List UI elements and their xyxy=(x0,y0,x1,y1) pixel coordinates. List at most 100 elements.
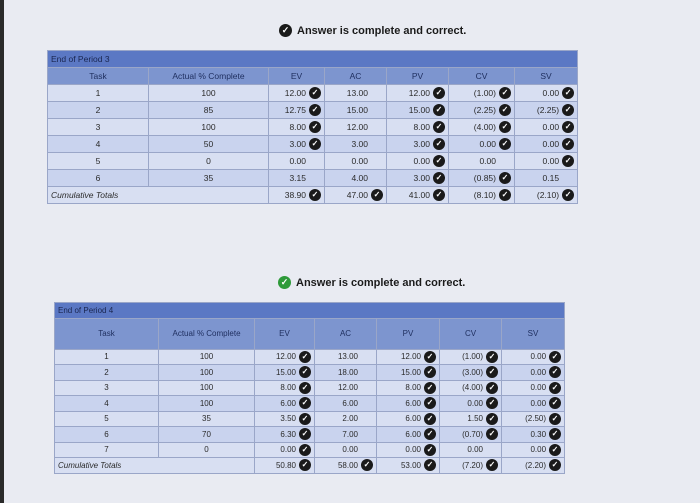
ev-cell: 0.00 xyxy=(268,152,325,170)
ev-cell-value: 8.00 xyxy=(289,122,306,132)
check-circle-icon: ✓ xyxy=(433,138,445,150)
sv-cell: 0.00 ✓ xyxy=(500,364,566,381)
total-ev-cell-value: 50.80 xyxy=(275,460,296,470)
check-circle-icon: ✓ xyxy=(278,276,291,289)
task-cell: 6 xyxy=(54,426,159,443)
cv-cell: 0.00 xyxy=(439,441,502,458)
ac-cell: 0.00 xyxy=(314,441,377,458)
ac-cell: 0.00 xyxy=(324,152,387,170)
table-row: 4 100 6.00 ✓ 6.00 6.00 ✓ 0.00 ✓ 0.00 ✓ xyxy=(54,395,566,412)
header-pct: Actual % Complete xyxy=(158,317,255,350)
ac-cell-value: 18.00 xyxy=(337,367,358,377)
check-circle-icon: ✓ xyxy=(562,104,575,116)
ac-cell: 12.00 xyxy=(314,379,377,396)
check-circle-icon: ✓ xyxy=(299,428,311,441)
check-circle-icon: ✓ xyxy=(299,412,311,425)
cv-cell: 0.00 xyxy=(448,152,515,170)
pv-cell-value: 0.00 xyxy=(405,445,421,455)
task-cell: 5 xyxy=(54,410,159,427)
ac-cell: 7.00 xyxy=(314,426,377,443)
cv-cell: (3.00) ✓ xyxy=(439,364,502,381)
pv-cell: 8.00 ✓ xyxy=(376,379,440,396)
period4-title: End of Period 4 xyxy=(53,302,566,319)
pv-cell: 6.00 ✓ xyxy=(376,410,440,427)
task-cell: 2 xyxy=(47,101,149,119)
cv-cell-value: (2.25) xyxy=(473,105,496,115)
header-task: Task xyxy=(47,67,149,85)
ac-cell: 13.00 xyxy=(314,348,377,365)
period4-table: End of Period 4 Task Actual % Complete E… xyxy=(53,302,566,474)
header-task: Task xyxy=(54,317,159,350)
check-circle-icon: ✓ xyxy=(424,412,436,425)
table-row: 3 100 8.00 ✓ 12.00 8.00 ✓ (4.00) ✓ 0.00 ✓ xyxy=(47,118,579,136)
check-circle-icon: ✓ xyxy=(309,104,321,116)
pv-cell: 3.00 ✓ xyxy=(386,135,449,153)
cv-cell-value: (1.00) xyxy=(473,88,496,98)
ac-cell-value: 13.00 xyxy=(346,88,368,98)
check-circle-icon: ✓ xyxy=(549,381,562,394)
check-circle-icon: ✓ xyxy=(433,104,445,116)
cv-cell-value: 0.00 xyxy=(479,156,496,166)
task-cell: 2 xyxy=(54,364,159,381)
cv-cell-value: (3.00) xyxy=(462,367,483,377)
check-circle-icon: ✓ xyxy=(424,459,436,472)
panel1-banner-text: Answer is complete and correct. xyxy=(297,24,467,37)
header-sv: SV xyxy=(500,317,566,350)
total-cv-cell-value: (8.10) xyxy=(473,190,496,200)
sv-cell-value: 0.00 xyxy=(530,367,547,377)
check-circle-icon: ✓ xyxy=(309,189,321,201)
ac-cell-value: 0.00 xyxy=(342,445,358,455)
check-circle-icon: ✓ xyxy=(549,350,562,363)
ev-cell: 8.00 ✓ xyxy=(268,118,325,136)
total-ev-cell: 38.90 ✓ xyxy=(268,186,325,204)
pct-complete-cell: 35 xyxy=(148,169,269,187)
check-circle-icon: ✓ xyxy=(486,397,498,410)
totals-label: Cumulative Totals xyxy=(47,186,269,204)
ev-cell: 12.00 ✓ xyxy=(268,84,325,102)
sv-cell: 0.00 ✓ xyxy=(500,379,566,396)
ac-cell: 4.00 xyxy=(324,169,387,187)
cv-cell: 0.00 ✓ xyxy=(439,395,502,412)
check-circle-icon: ✓ xyxy=(562,87,575,99)
check-circle-icon: ✓ xyxy=(549,443,562,456)
pv-cell: 8.00 ✓ xyxy=(386,118,449,136)
ev-cell: 3.50 ✓ xyxy=(254,410,315,427)
pv-cell: 6.00 ✓ xyxy=(376,426,440,443)
check-circle-icon: ✓ xyxy=(499,121,511,133)
total-pv-cell: 53.00 ✓ xyxy=(376,457,440,474)
check-circle-icon: ✓ xyxy=(499,104,511,116)
ac-cell-value: 6.00 xyxy=(342,398,358,408)
sv-cell: 0.15 xyxy=(513,169,579,187)
total-cv-cell: (8.10) ✓ xyxy=(448,186,515,204)
check-circle-icon: ✓ xyxy=(279,24,292,37)
sv-cell: 0.00 ✓ xyxy=(500,395,566,412)
check-circle-icon: ✓ xyxy=(549,459,562,472)
ev-cell-value: 8.00 xyxy=(280,383,296,393)
ac-cell: 3.00 xyxy=(324,135,387,153)
ac-cell: 6.00 xyxy=(314,395,377,412)
check-circle-icon: ✓ xyxy=(299,350,311,363)
check-circle-icon: ✓ xyxy=(361,459,373,472)
total-ac-cell: 47.00 ✓ xyxy=(324,186,387,204)
check-circle-icon: ✓ xyxy=(424,397,436,410)
ac-cell-value: 0.00 xyxy=(351,156,368,166)
total-cv-cell-value: (7.20) xyxy=(462,460,483,470)
ac-cell-value: 4.00 xyxy=(351,173,368,183)
check-circle-icon: ✓ xyxy=(424,366,436,379)
ev-cell: 0.00 ✓ xyxy=(254,441,315,458)
total-sv-cell: (2.20) ✓ xyxy=(500,457,566,474)
ac-cell-value: 15.00 xyxy=(346,105,368,115)
cv-cell: (2.25) ✓ xyxy=(448,101,515,119)
pv-cell: 6.00 ✓ xyxy=(376,395,440,412)
table-row: 1 100 12.00 ✓ 13.00 12.00 ✓ (1.00) ✓ 0.00 ✓ xyxy=(54,348,566,365)
check-circle-icon: ✓ xyxy=(549,397,562,410)
ev-cell-value: 3.00 xyxy=(289,139,306,149)
sv-cell: 0.00 ✓ xyxy=(513,118,579,136)
pv-cell: 0.00 ✓ xyxy=(376,441,440,458)
task-cell: 3 xyxy=(54,379,159,396)
total-sv-cell: (2.10) ✓ xyxy=(513,186,579,204)
check-circle-icon: ✓ xyxy=(562,155,575,167)
check-circle-icon: ✓ xyxy=(309,121,321,133)
sv-cell: 0.00 ✓ xyxy=(513,84,579,102)
cv-cell-value: (4.00) xyxy=(462,383,483,393)
